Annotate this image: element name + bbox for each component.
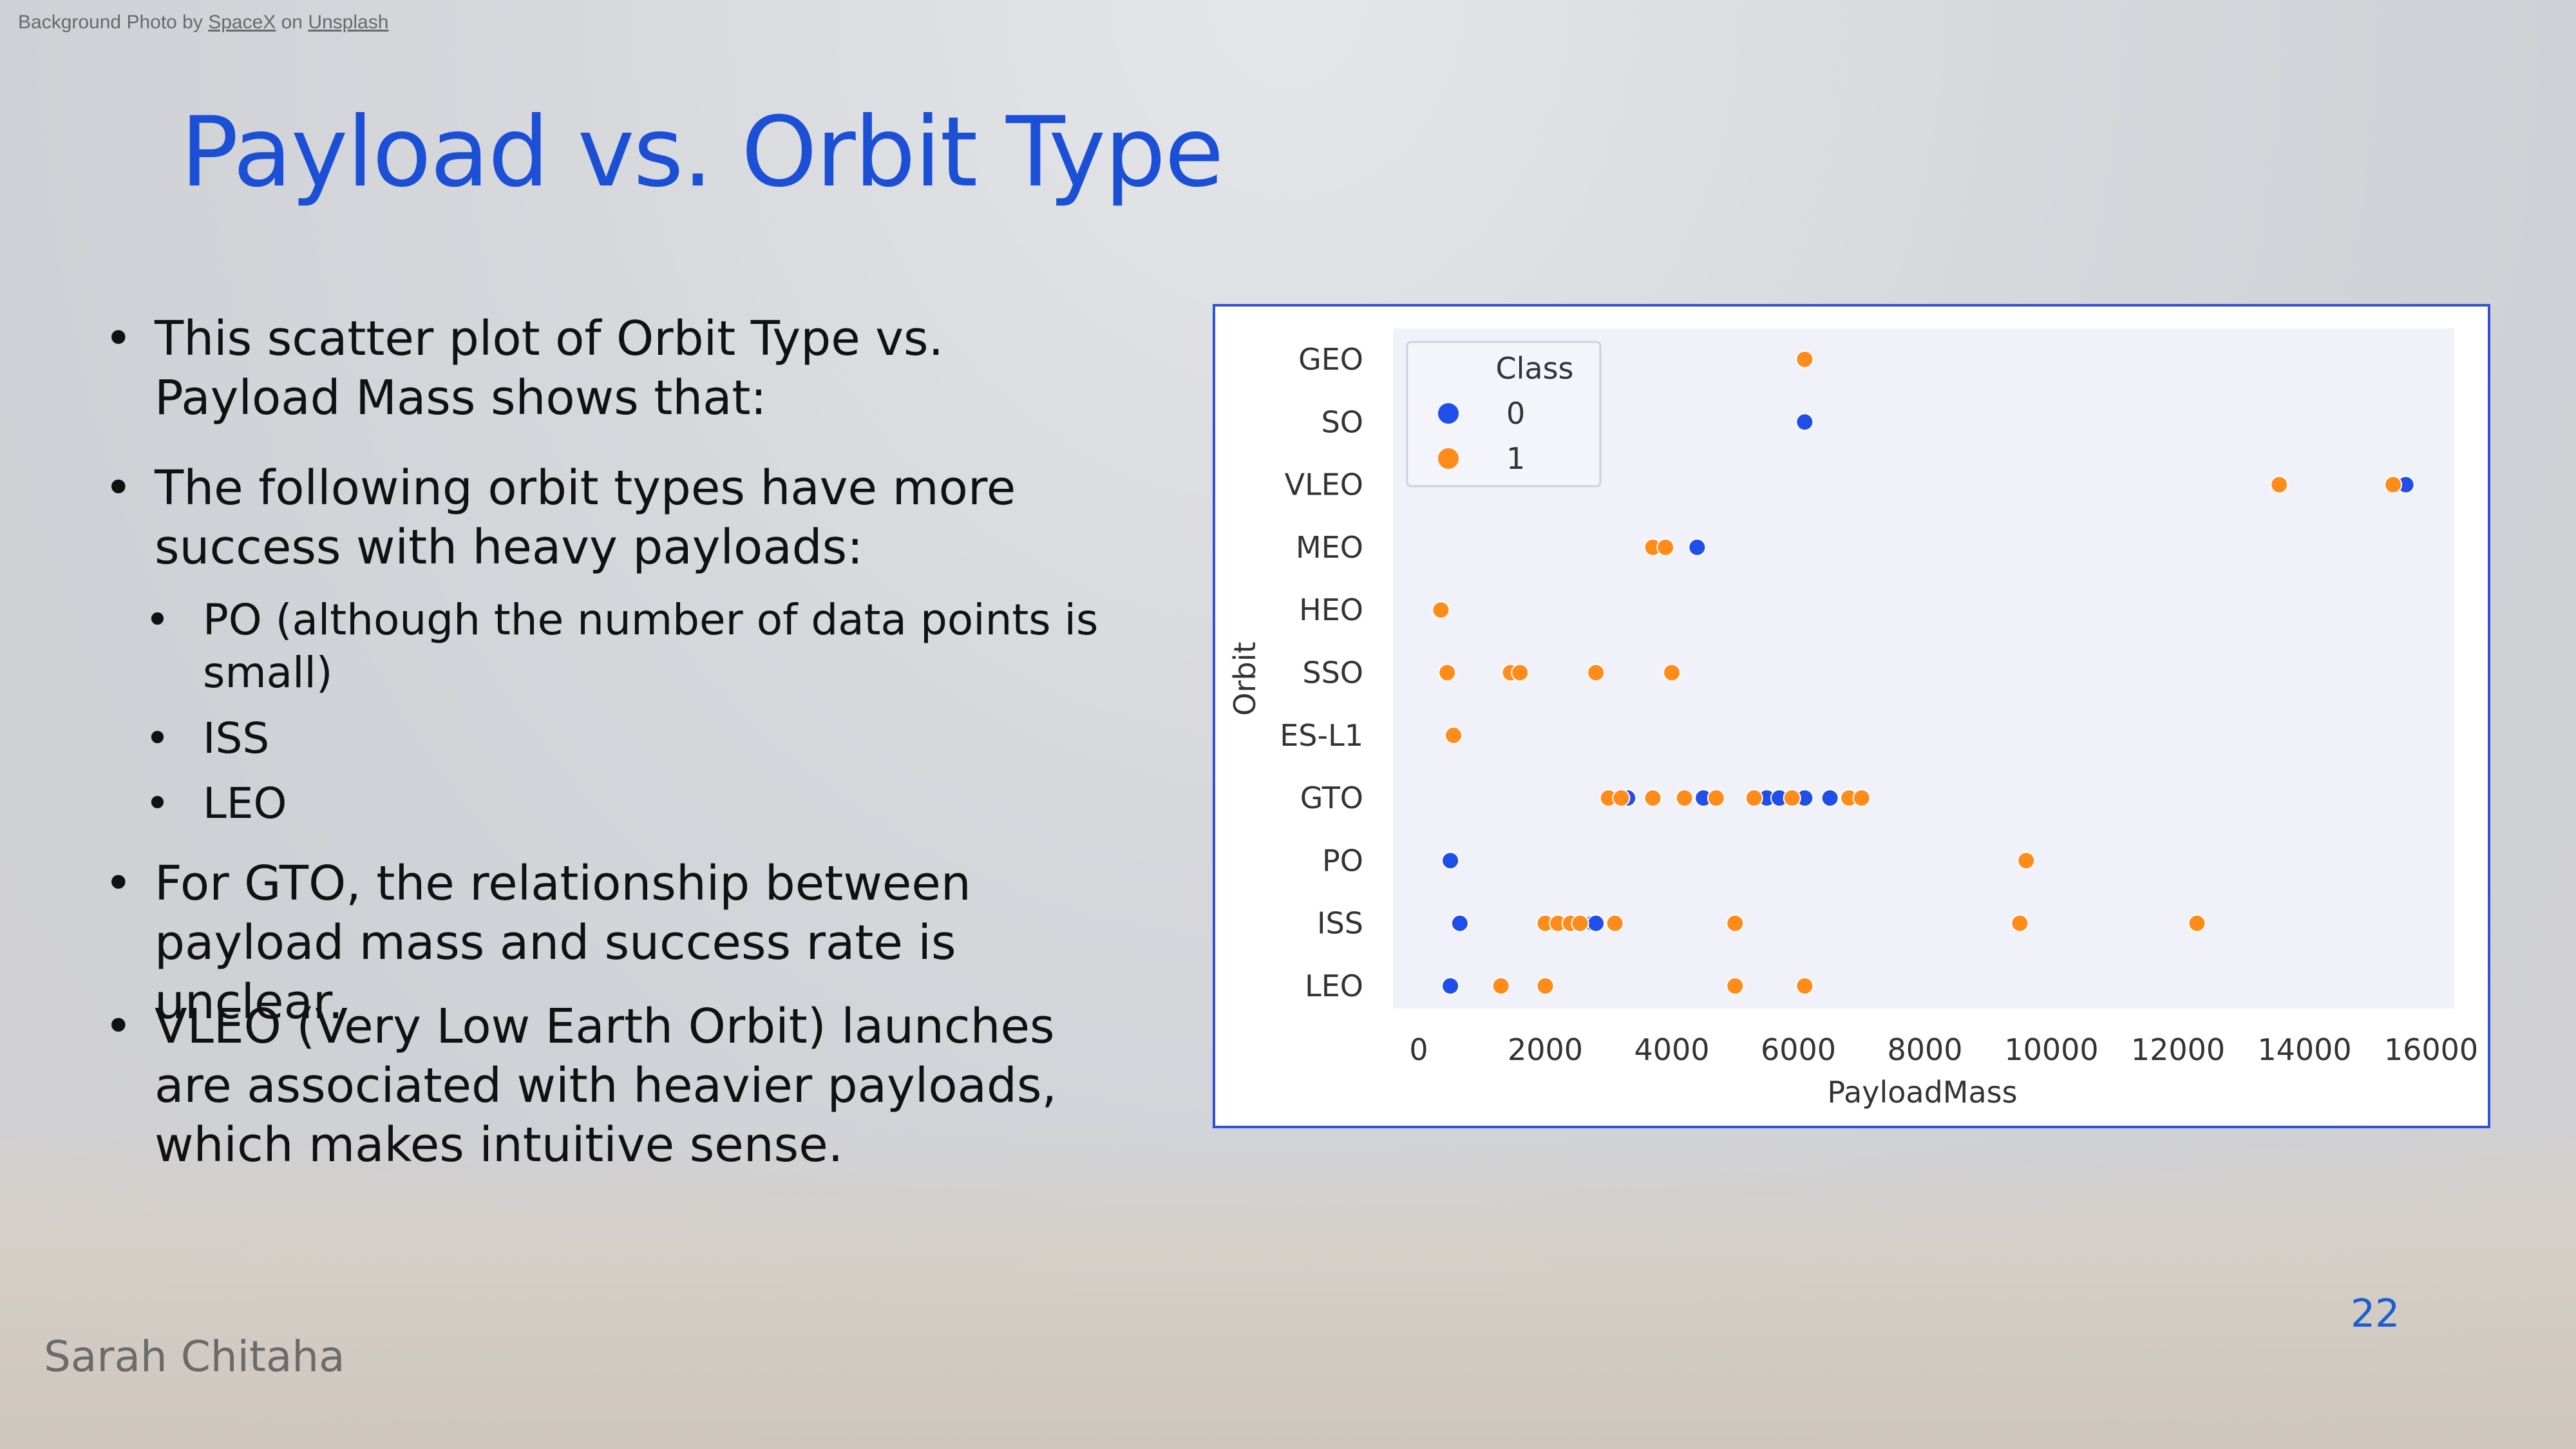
data-point-class-1 (1511, 663, 1530, 682)
data-point-class-0 (1450, 914, 1469, 933)
y-axis-label: Orbit (1227, 641, 1262, 715)
chart-legend: Class 0 1 (1406, 341, 1602, 488)
sub-bullet-item: PO (although the number of data points i… (97, 594, 1101, 699)
x-tick-label: 10000 (2004, 1032, 2098, 1067)
data-point-class-1 (1675, 789, 1694, 808)
legend-title: Class (1495, 351, 1573, 386)
legend-box (1406, 341, 1602, 488)
data-point-class-1 (1852, 789, 1871, 808)
x-tick-label: 16000 (2384, 1032, 2478, 1067)
x-tick-label: 8000 (1887, 1032, 1962, 1067)
y-tick-label: MEO (1296, 530, 1363, 565)
y-tick-label: HEO (1299, 592, 1363, 627)
y-tick-label: ES-L1 (1280, 718, 1363, 753)
data-point-class-1 (1536, 977, 1555, 995)
data-point-class-1 (1432, 601, 1450, 620)
footer-author: Sarah Chitaha (44, 1332, 345, 1381)
y-tick-label: PO (1322, 843, 1363, 878)
data-point-class-0 (1821, 789, 1839, 808)
data-point-class-1 (1745, 789, 1763, 808)
y-tick-label: LEO (1305, 969, 1363, 1003)
data-point-class-0 (1795, 413, 1814, 431)
x-tick-label: 0 (1409, 1032, 1428, 1067)
credit-author-link[interactable]: SpaceX (208, 12, 276, 33)
x-tick-label: 12000 (2131, 1032, 2225, 1067)
data-point-class-1 (2188, 914, 2206, 933)
legend-label-class-0: 0 (1506, 396, 1525, 431)
credit-site-link[interactable]: Unsplash (308, 12, 389, 33)
x-tick-label: 14000 (2257, 1032, 2351, 1067)
data-point-class-1 (2011, 914, 2029, 933)
legend-marker-class-0 (1438, 403, 1459, 424)
data-point-class-1 (1587, 663, 1605, 682)
scatter-chart-svg: GEO SO VLEO MEO HEO SSO ES-L1 GTO PO ISS LEO 0 2000… (1227, 328, 2478, 1110)
bullet-item: The following orbit types have more succ… (97, 459, 1101, 577)
y-tick-label: SSO (1302, 656, 1363, 690)
photo-credit: Background Photo by SpaceX on Unsplash (18, 12, 389, 33)
data-point-class-1 (1726, 977, 1745, 995)
y-tick-label: VLEO (1285, 468, 1363, 502)
data-point-class-1 (2384, 475, 2403, 494)
data-point-class-1 (2270, 475, 2289, 494)
data-point-class-1 (1726, 914, 1745, 933)
x-tick-label: 2000 (1508, 1032, 1583, 1067)
data-point-class-0 (1587, 914, 1605, 933)
data-point-class-1 (2017, 851, 2036, 870)
background-horizon (0, 1127, 2576, 1449)
slide-title: Payload vs. Orbit Type (180, 97, 1224, 209)
data-point-class-0 (1688, 538, 1707, 556)
y-tick-label: SO (1321, 404, 1363, 439)
x-tick-label: 6000 (1761, 1032, 1836, 1067)
y-tick-label: GEO (1298, 342, 1363, 377)
data-point-class-1 (1795, 977, 1814, 995)
data-point-class-1 (1663, 663, 1681, 682)
data-point-class-1 (1643, 789, 1662, 808)
data-point-class-1 (1612, 789, 1631, 808)
data-point-class-1 (1605, 914, 1624, 933)
bullet-item: VLEO (Very Low Earth Orbit) launches are… (97, 997, 1101, 1175)
data-point-class-1 (1571, 914, 1589, 933)
data-point-class-1 (1707, 789, 1725, 808)
x-tick-label: 4000 (1634, 1032, 1709, 1067)
legend-label-class-1: 1 (1506, 441, 1525, 476)
data-point-class-1 (1438, 663, 1457, 682)
data-point-class-1 (1444, 726, 1463, 744)
data-point-class-1 (1492, 977, 1510, 995)
data-point-class-1 (1795, 350, 1814, 368)
legend-marker-class-1 (1438, 448, 1459, 469)
data-point-class-1 (1656, 538, 1675, 556)
sub-bullet-item: LEO (97, 777, 287, 830)
data-point-class-1 (1783, 789, 1801, 808)
bullet-item: This scatter plot of Orbit Type vs. Payl… (97, 309, 1101, 428)
x-axis-label: PayloadMass (1827, 1075, 2017, 1110)
data-point-class-0 (1441, 977, 1460, 995)
scatter-chart: GEO SO VLEO MEO HEO SSO ES-L1 GTO PO ISS LEO 0 2000… (1213, 304, 2490, 1128)
y-tick-label: ISS (1317, 906, 1363, 941)
y-tick-label: GTO (1300, 781, 1363, 815)
page-number: 22 (2351, 1291, 2400, 1336)
data-point-class-0 (1441, 851, 1460, 870)
sub-bullet-item: ISS (97, 712, 269, 765)
